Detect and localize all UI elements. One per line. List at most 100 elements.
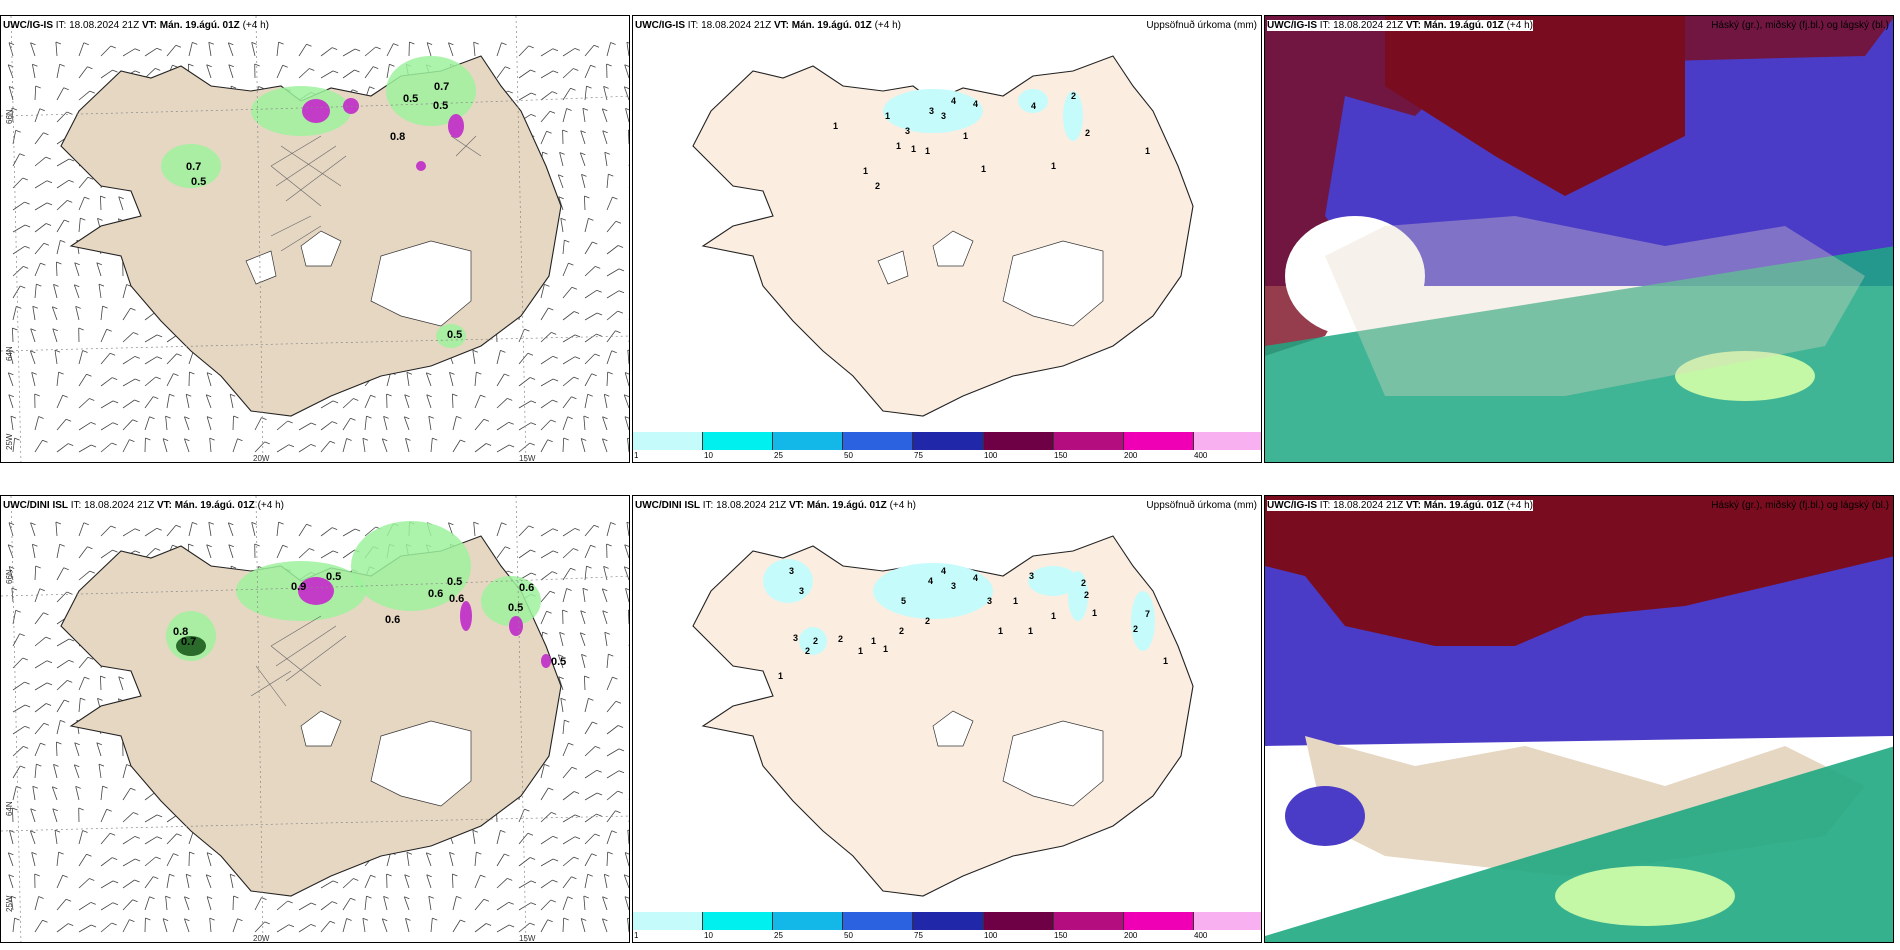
wind-barb-flag xyxy=(16,786,22,789)
wind-number: 0.8 xyxy=(390,131,406,143)
wind-number: 0.5 xyxy=(447,576,463,588)
wind-barb-flag xyxy=(129,919,135,922)
wind-barb-flag xyxy=(485,443,492,446)
wind-barb xyxy=(98,764,102,779)
wind-barb-flag xyxy=(552,879,558,883)
wind-barb-flag xyxy=(588,218,594,221)
wind-barb-flag xyxy=(8,372,14,376)
precip-number: 4 xyxy=(973,573,979,583)
wind-barb xyxy=(144,396,154,409)
wind-barb xyxy=(55,521,58,537)
wind-barb xyxy=(208,42,212,57)
wind-barb xyxy=(562,814,576,823)
precip-number: 5 xyxy=(901,596,907,606)
wind-barb xyxy=(298,43,307,57)
wind-barb-flag xyxy=(582,107,589,111)
wind-barb-flag xyxy=(610,42,616,45)
wind-barb-flag xyxy=(84,676,90,680)
wind-barb-flag xyxy=(350,417,356,421)
wind-barb xyxy=(12,201,25,211)
wind-barb-flag xyxy=(45,156,51,160)
wind-barb xyxy=(540,812,552,823)
wind-barb xyxy=(276,420,288,431)
wind-barb-flag xyxy=(505,66,511,70)
wind-barb xyxy=(628,297,629,298)
wind-barb-flag xyxy=(189,371,195,375)
wind-barb-flag xyxy=(560,217,566,221)
wind-barb xyxy=(276,444,290,453)
wind-barb xyxy=(562,896,569,911)
wind-barb-flag xyxy=(165,415,171,419)
wind-barb xyxy=(209,918,212,933)
precip-number: 3 xyxy=(793,633,799,643)
wind-barb xyxy=(584,353,596,365)
wind-barb-flag xyxy=(530,69,536,73)
wind-barb xyxy=(122,764,127,779)
wind-barb-flag xyxy=(46,682,53,686)
wind-barb-flag xyxy=(591,853,597,857)
wind-barb xyxy=(100,353,111,365)
wind-barb-flag xyxy=(155,548,161,551)
wind-panel-top: UWC/IG-IS IT: 18.08.2024 21Z VT: Mán. 19… xyxy=(0,15,630,463)
wind-barb xyxy=(540,307,549,321)
wind-barb xyxy=(56,638,70,647)
wind-barb xyxy=(144,376,156,387)
wind-barb xyxy=(562,528,576,537)
wind-barb-flag xyxy=(38,896,44,899)
wind-barb xyxy=(29,830,36,845)
wind-barb-flag xyxy=(82,830,88,833)
wind-barb-flag xyxy=(172,544,178,548)
wind-barb-flag xyxy=(176,833,182,837)
wind-barb xyxy=(583,415,586,431)
wind-barb-flag xyxy=(552,858,559,862)
wind-barb-flag xyxy=(258,86,264,89)
wind-barb xyxy=(562,311,575,321)
wind-number: 0.8 xyxy=(173,626,189,638)
wind-barb-flag xyxy=(615,330,621,334)
wind-barb xyxy=(425,852,432,867)
wind-barb-flag xyxy=(571,396,577,400)
wind-barb-flag xyxy=(59,63,65,67)
wind-barb-flag xyxy=(476,371,482,375)
wind-barb-flag xyxy=(472,349,478,353)
wind-barb-flag xyxy=(30,522,36,526)
init-time: IT: 18.08.2024 21Z xyxy=(702,500,787,511)
wind-barb xyxy=(100,69,113,79)
wind-barb xyxy=(562,856,575,867)
wind-barb xyxy=(624,372,629,387)
wind-barb xyxy=(403,896,410,911)
wind-barb xyxy=(623,394,629,409)
wind-barb xyxy=(342,878,354,889)
wind-barb-flag xyxy=(571,876,577,880)
wind-barb-flag xyxy=(627,917,629,920)
wind-barb-flag xyxy=(40,742,46,746)
precip-number: 4 xyxy=(928,576,934,586)
precip-number: 3 xyxy=(929,106,935,116)
wind-barb-flag xyxy=(78,807,84,811)
wind-barb xyxy=(34,896,39,911)
wind-barb-flag xyxy=(530,400,537,404)
wind-barb xyxy=(11,107,14,123)
wind-barb-flag xyxy=(332,880,339,884)
wind-barb xyxy=(602,610,608,625)
wind-barb xyxy=(100,902,114,911)
wind-barb xyxy=(320,527,333,537)
wind-barb-flag xyxy=(611,830,617,834)
wind-barb xyxy=(518,400,532,409)
wind-barb xyxy=(627,438,629,453)
wind-barb-flag xyxy=(186,393,192,397)
wind-barb xyxy=(34,85,37,101)
wind-barb xyxy=(518,352,529,365)
wind-barb-flag xyxy=(354,69,360,73)
wind-barb xyxy=(540,787,549,801)
lead-time: (+4 h) xyxy=(257,500,284,511)
wind-barb-flag xyxy=(155,68,161,71)
wind-barb-flag xyxy=(82,350,88,353)
wind-barb xyxy=(144,814,158,823)
wind-barb-flag xyxy=(581,174,587,177)
wind-barb-flag xyxy=(593,524,600,528)
wind-barb-flag xyxy=(31,852,37,855)
wind-barb-flag xyxy=(544,764,550,767)
colorbar-tick: 10 xyxy=(704,451,713,460)
init-time: IT: 18.08.2024 21Z xyxy=(1319,20,1404,31)
